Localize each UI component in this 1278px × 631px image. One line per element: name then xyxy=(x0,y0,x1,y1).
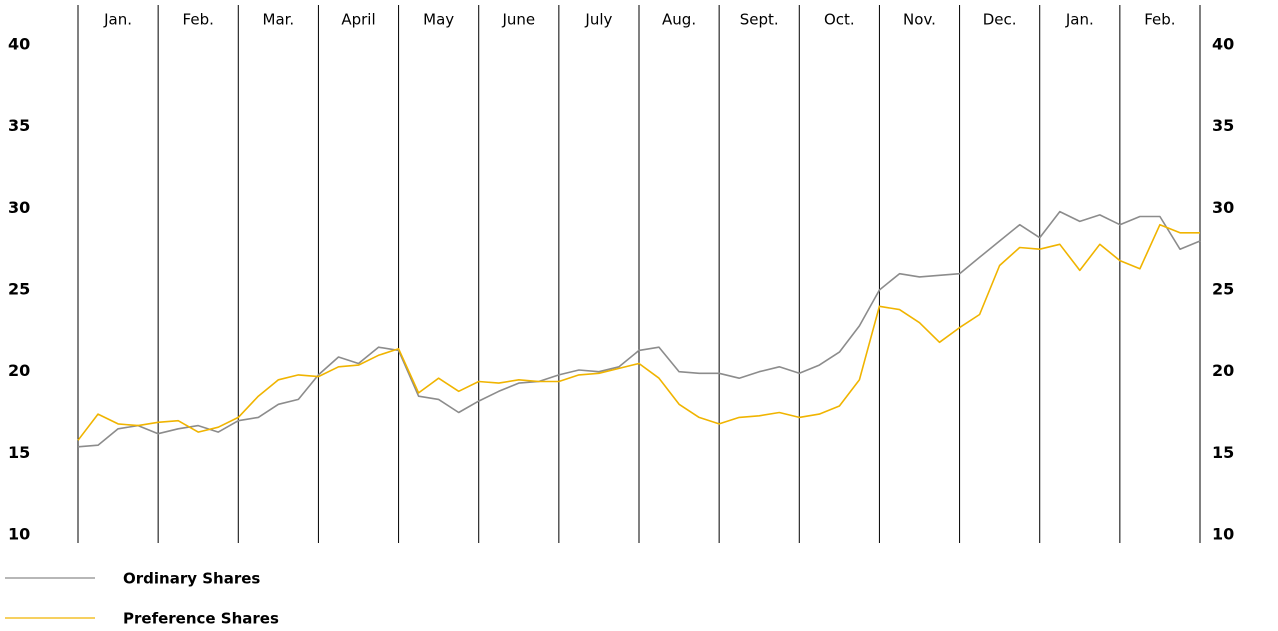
y2-tick-label: 15 xyxy=(1212,443,1234,462)
month-label: Jan. xyxy=(1065,11,1094,29)
month-label: Feb. xyxy=(1144,11,1175,29)
month-label: May xyxy=(423,11,454,29)
y2-tick-label: 40 xyxy=(1212,35,1234,54)
y2-tick-label: 35 xyxy=(1212,116,1234,135)
month-label: June xyxy=(501,11,535,29)
y2-tick-label: 20 xyxy=(1212,361,1234,380)
month-label: Feb. xyxy=(183,11,214,29)
y-tick-label: 35 xyxy=(8,116,30,135)
y-tick-label: 15 xyxy=(8,443,30,462)
month-label: Oct. xyxy=(824,11,855,29)
month-label: April xyxy=(341,11,375,29)
month-label: Dec. xyxy=(983,11,1017,29)
month-label: Aug. xyxy=(662,11,696,29)
y-tick-label: 20 xyxy=(8,361,30,380)
y2-tick-label: 10 xyxy=(1212,525,1234,544)
series-line xyxy=(77,223,1200,441)
y-tick-label: 25 xyxy=(8,280,30,299)
month-label: Jan. xyxy=(103,11,132,29)
y-tick-label: 30 xyxy=(8,198,30,217)
y-tick-label: 10 xyxy=(8,525,30,544)
month-label: July xyxy=(584,11,612,29)
month-label: Mar. xyxy=(263,11,295,29)
y2-tick-label: 30 xyxy=(1212,198,1234,217)
y2-tick-label: 25 xyxy=(1212,280,1234,299)
month-label: Nov. xyxy=(903,11,936,29)
y-tick-label: 40 xyxy=(8,35,30,54)
month-label: Sept. xyxy=(740,11,779,29)
series-line xyxy=(77,210,1201,448)
legend-label: Ordinary Shares xyxy=(123,570,260,588)
legend-label: Preference Shares xyxy=(123,610,279,628)
